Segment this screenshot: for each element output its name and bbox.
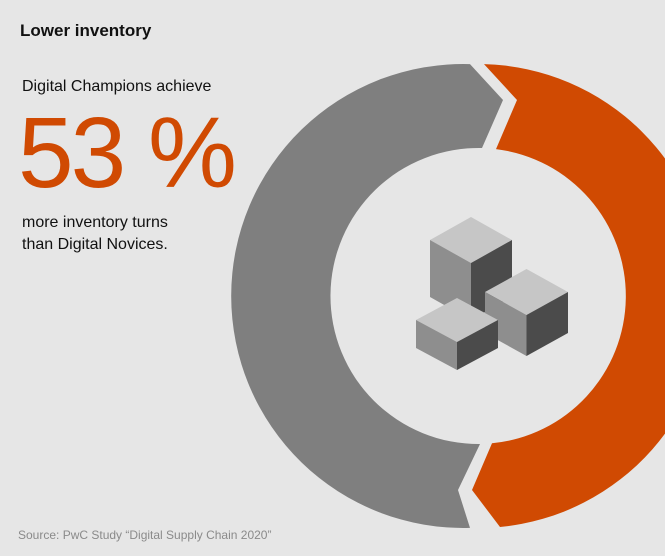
stat: 53 % bbox=[18, 97, 234, 209]
cube-face bbox=[526, 292, 568, 356]
description-line: than Digital Novices. bbox=[22, 236, 168, 253]
cube-face bbox=[430, 240, 471, 320]
title: Lower inventory bbox=[20, 21, 152, 40]
intro: Digital Champions achieve bbox=[22, 78, 212, 95]
ring-gray bbox=[231, 64, 503, 529]
cube-face bbox=[485, 292, 527, 356]
cube-face bbox=[416, 320, 457, 370]
source: Source: PwC Study “Digital Supply Chain … bbox=[18, 528, 271, 542]
cube-face bbox=[457, 320, 498, 370]
ring-orange bbox=[472, 64, 665, 527]
description-line: more inventory turns bbox=[22, 214, 168, 231]
cubes-icon bbox=[416, 217, 568, 370]
